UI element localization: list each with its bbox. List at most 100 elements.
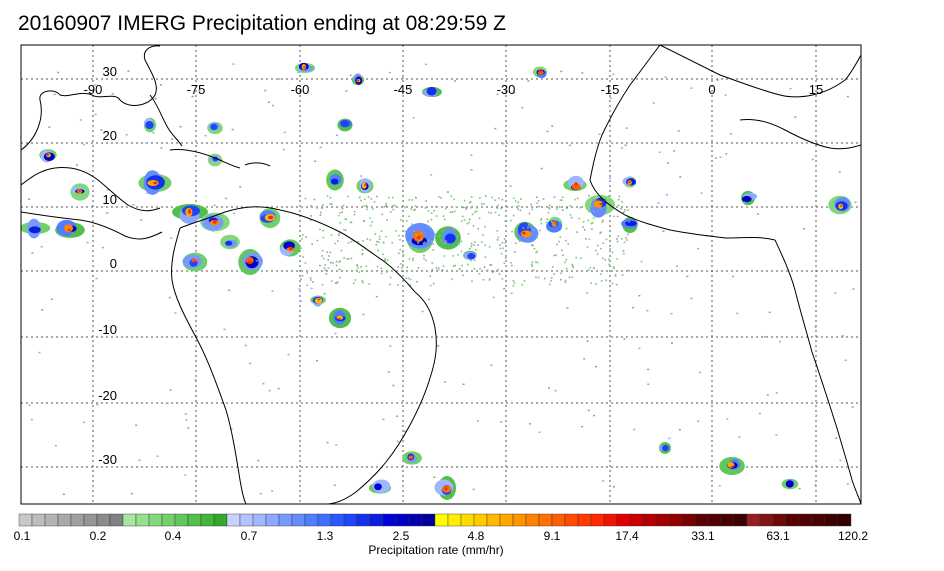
precip-speck (433, 476, 436, 478)
precip-speck (421, 310, 424, 313)
precip-speck (300, 247, 302, 249)
precip-speck (343, 257, 345, 259)
precip-speck (560, 278, 562, 281)
precip-speck (314, 160, 317, 162)
colorbar-tick-label: 17.4 (615, 529, 639, 543)
precip-speck (311, 243, 313, 245)
precip-cell (444, 233, 456, 244)
precip-speck (556, 218, 559, 221)
precip-speck (362, 239, 365, 242)
precip-speck (366, 208, 368, 211)
precip-speck (622, 212, 624, 214)
precip-speck (127, 70, 130, 72)
precip-speck (411, 199, 414, 201)
precip-speck (384, 259, 387, 262)
precip-speck (323, 293, 326, 295)
precip-speck (738, 436, 741, 438)
precip-speck (500, 421, 503, 423)
precip-speck (420, 232, 423, 235)
precip-speck (407, 277, 410, 280)
colorbar-swatch (18, 513, 33, 527)
precip-speck (560, 272, 563, 274)
south-america-north-coast (179, 206, 416, 293)
precip-speck (470, 169, 473, 171)
precip-speck (501, 198, 504, 201)
precip-speck (484, 256, 487, 259)
precip-speck (491, 196, 493, 199)
precip-speck (160, 147, 163, 149)
precip-speck (647, 368, 650, 371)
precip-speck (329, 203, 332, 205)
precip-speck (513, 197, 515, 200)
precip-speck (513, 91, 516, 94)
precip-speck (511, 230, 513, 233)
precip-speck (323, 257, 325, 260)
precip-speck (527, 224, 530, 227)
precip-speck (146, 192, 149, 194)
precip-cell (225, 240, 233, 246)
precip-speck (417, 266, 420, 269)
precip-speck (324, 264, 327, 266)
precip-speck (321, 249, 324, 252)
precip-cell (599, 202, 604, 206)
precip-speck (424, 207, 427, 209)
precip-speck (469, 200, 472, 203)
precip-speck (442, 215, 445, 217)
precip-cell (247, 261, 252, 265)
precip-cell (521, 231, 526, 235)
precip-speck (402, 251, 404, 254)
precip-speck (460, 240, 463, 243)
precip-speck (475, 210, 478, 213)
precip-speck (488, 279, 491, 281)
precip-speck (497, 204, 500, 207)
precip-speck (362, 281, 364, 284)
precip-speck (301, 234, 304, 236)
precip-speck (789, 87, 792, 90)
precip-speck (470, 196, 473, 198)
precip-speck (106, 188, 109, 191)
precip-speck (430, 212, 433, 215)
precip-speck (699, 371, 702, 374)
precip-speck (798, 487, 801, 490)
precip-speck (532, 269, 535, 272)
precip-speck (298, 288, 301, 290)
colorbar-swatch (343, 513, 358, 527)
precip-speck (588, 210, 590, 213)
precip-speck (413, 230, 416, 233)
precip-speck (347, 242, 350, 244)
colorbar-swatch (473, 513, 488, 527)
precip-speck (624, 144, 627, 146)
colorbar-tick-label: 63.1 (766, 529, 790, 543)
precip-speck (57, 71, 60, 74)
colorbar-swatch (135, 513, 150, 527)
longitude-label: -60 (291, 82, 310, 97)
precip-speck (505, 220, 508, 222)
precip-speck (347, 195, 349, 198)
precip-cell (147, 179, 159, 187)
precip-speck (194, 379, 197, 381)
precip-speck (223, 328, 226, 331)
precip-speck (700, 192, 703, 194)
precip-speck (582, 226, 584, 228)
colorbar-swatch (382, 513, 397, 527)
colorbar-tick-label: 0.7 (241, 529, 258, 543)
colorbar-swatch (499, 513, 514, 527)
precip-speck (432, 243, 434, 245)
precip-speck (616, 257, 618, 260)
colorbar-swatch (57, 513, 72, 527)
precip-speck (553, 254, 555, 257)
central-africa-coast (774, 239, 861, 504)
precip-speck (542, 198, 545, 200)
precip-cell (785, 480, 794, 488)
precip-speck (388, 196, 390, 199)
precip-speck (305, 236, 307, 238)
precip-speck (430, 270, 433, 273)
precip-speck (646, 310, 649, 312)
precip-speck (668, 437, 671, 440)
precip-speck (522, 227, 525, 229)
precip-speck (612, 266, 615, 268)
precip-speck (520, 270, 523, 272)
precip-speck (271, 290, 274, 292)
precip-speck (420, 236, 422, 239)
precip-speck (441, 269, 444, 271)
